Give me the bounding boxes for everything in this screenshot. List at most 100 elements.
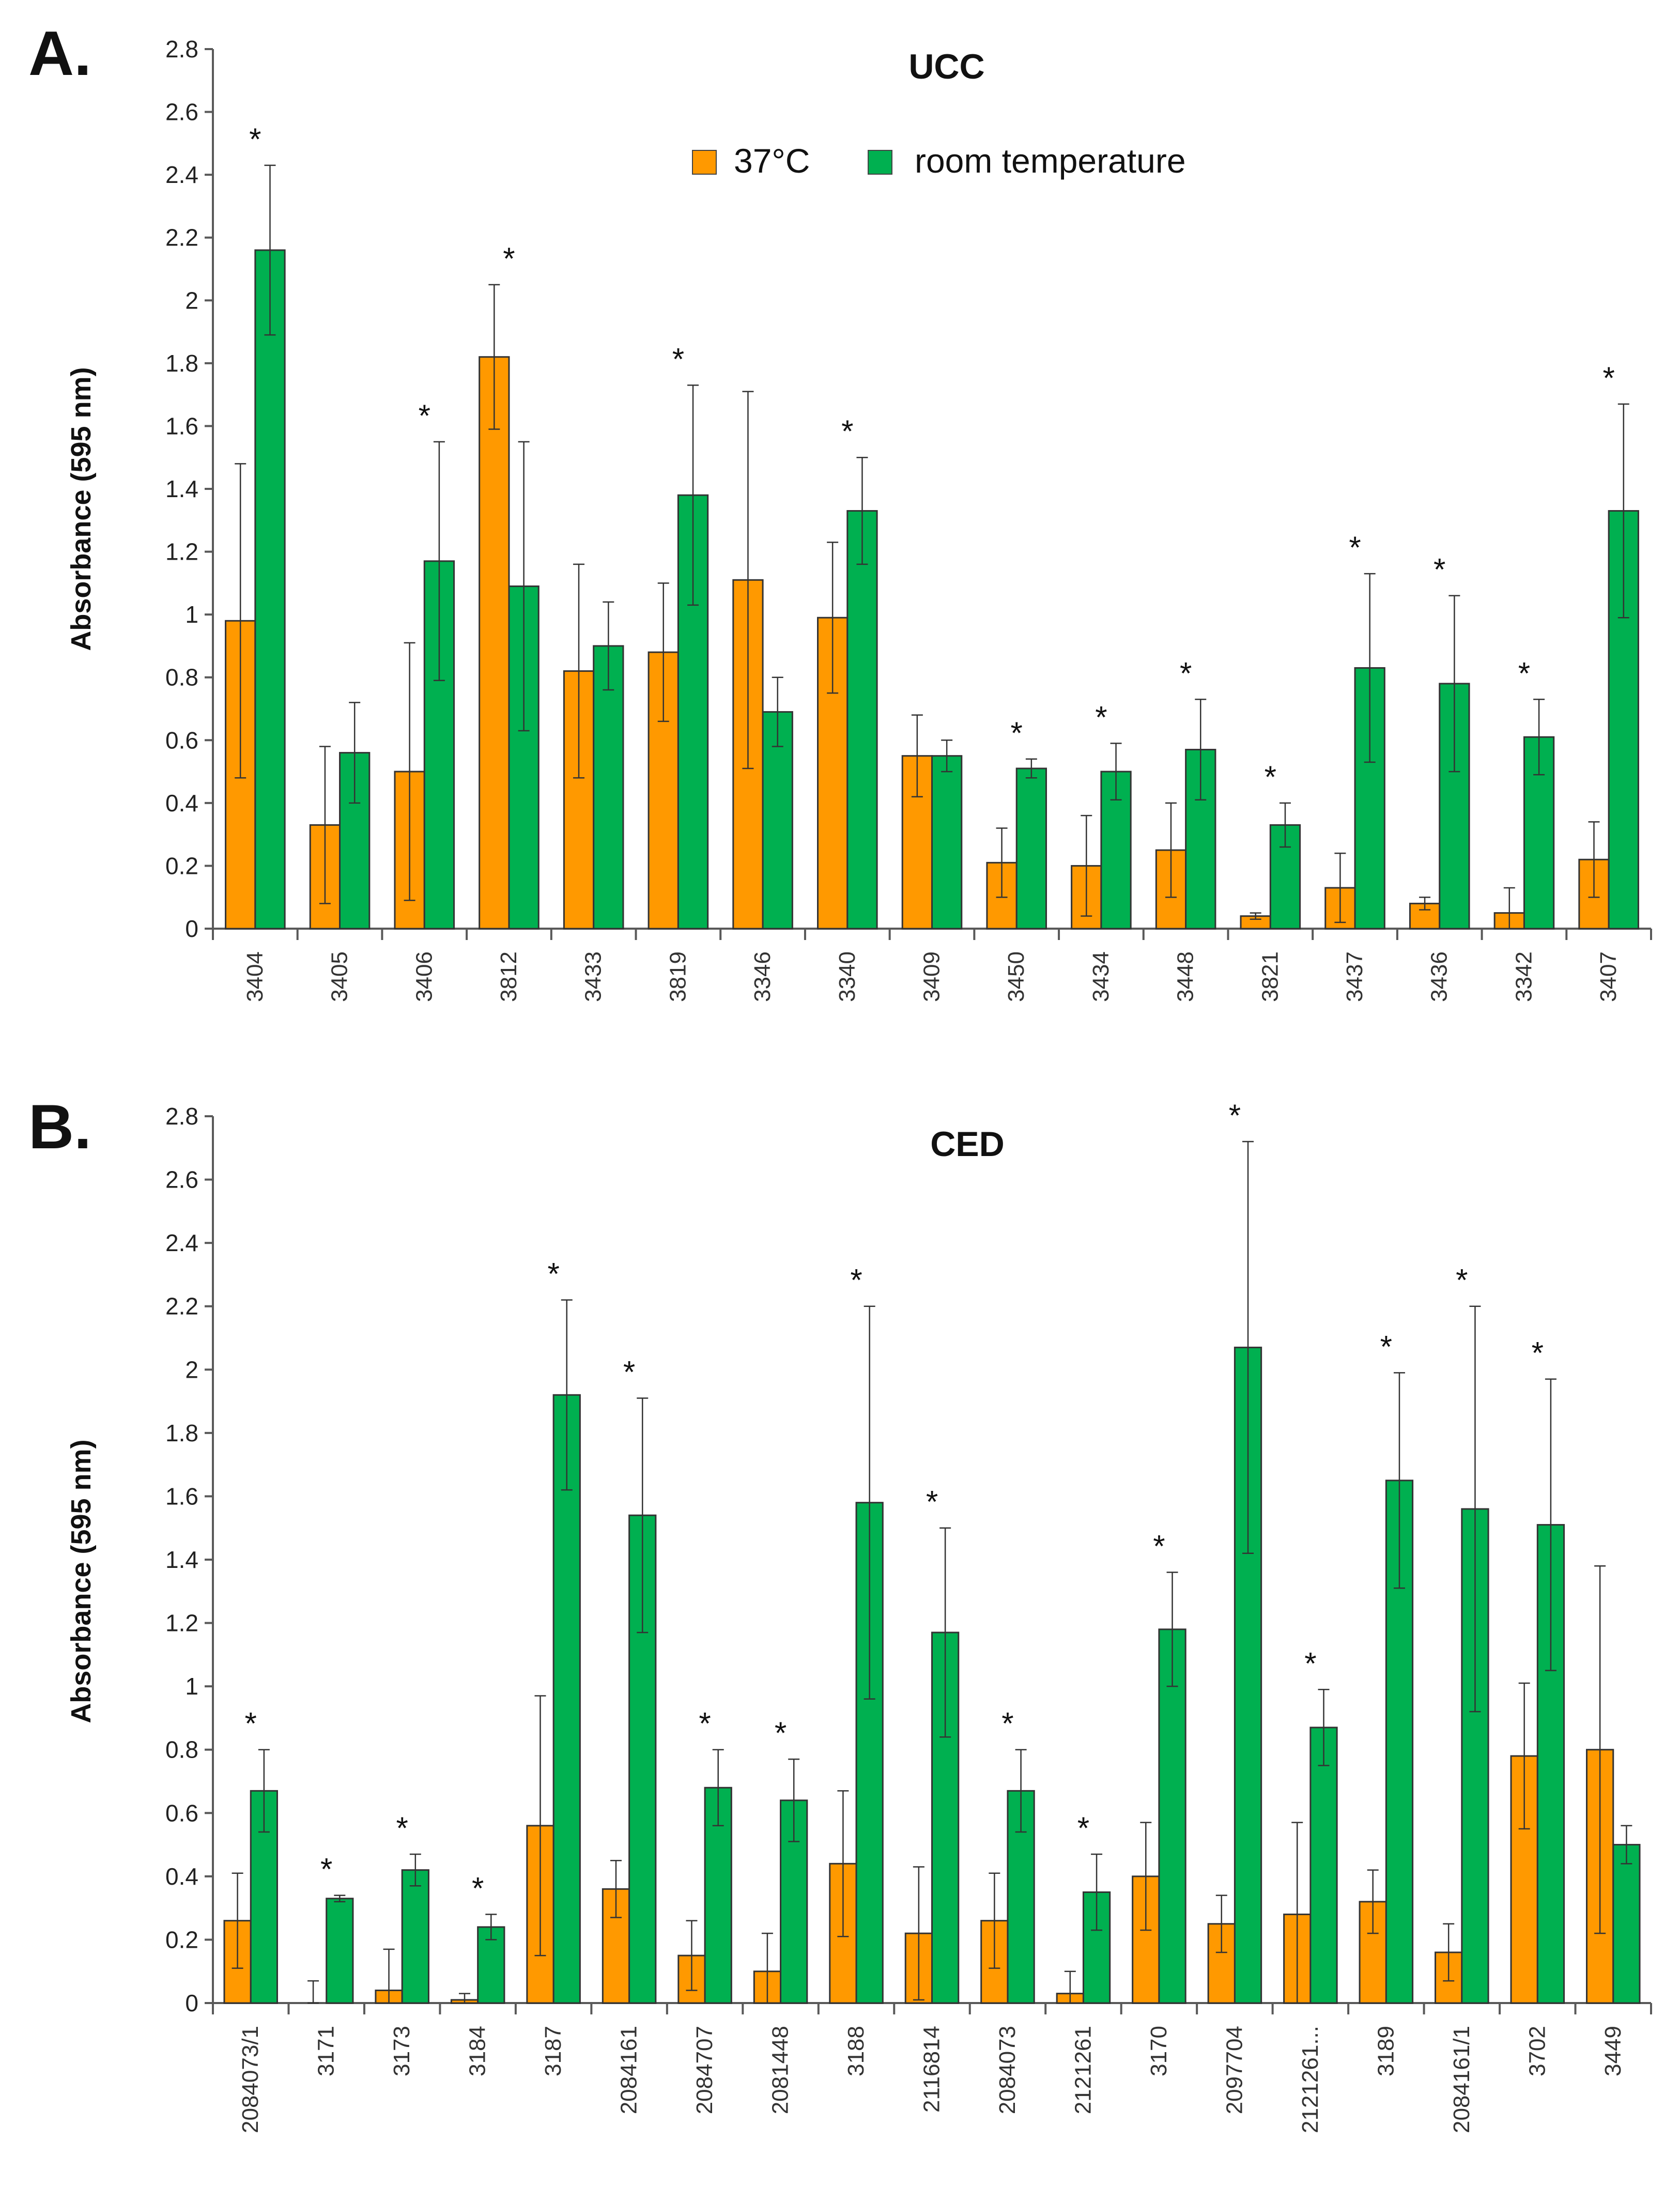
- chart-a-significance-star: *: [1349, 530, 1361, 565]
- chart-b-bar-room-temperature: [1158, 1628, 1186, 2004]
- panel-a-label: A.: [28, 18, 91, 88]
- chart-b-x-tick-label: 2084161: [616, 2026, 642, 2114]
- chart-b-x-tick-label: 2084073: [995, 2026, 1020, 2114]
- chart-b-x-tick-label: 3173: [389, 2026, 414, 2076]
- chart-a-y-tick-label: 1.4: [165, 475, 198, 502]
- chart-a-x-tick-label: 3340: [835, 951, 860, 1002]
- chart-b-significance-star: *: [926, 1485, 938, 1519]
- chart-b-x-tick-label: 3449: [1600, 2026, 1626, 2076]
- chart-a-y-tick-label: 0.2: [165, 852, 198, 879]
- chart-b-bar-room-temperature: [1309, 1727, 1338, 2004]
- chart-a-x-tick-label: 3436: [1427, 951, 1452, 1002]
- chart-a-significance-star: *: [841, 414, 853, 449]
- chart-a-bar-room-temperature: [762, 711, 793, 930]
- chart-a-x-tick-label: 3407: [1596, 951, 1621, 1002]
- chart-a-y-tick-label: 1.2: [165, 538, 198, 565]
- chart-b-y-tick-label: 2.6: [165, 1166, 198, 1193]
- chart-b-y-tick-label: 1.4: [165, 1546, 198, 1573]
- chart-b-significance-star: *: [1001, 1706, 1013, 1741]
- chart-a-y-tick-label: 0: [185, 915, 198, 942]
- chart-b-plot: 0 0.2 0.4 0.6 0.8 1 1.2 1.4 1.6 1.8 2 2.2 2.4 2.6 2.8 *…: [165, 1098, 1652, 2133]
- chart-b-x-tick-label: 2084707: [692, 2026, 717, 2114]
- legend-label-room-temperature: room temperature: [915, 142, 1186, 180]
- chart-b-significance-star: *: [1153, 1529, 1165, 1564]
- chart-a-significance-star: *: [1095, 700, 1107, 734]
- chart-b-significance-star: *: [1456, 1263, 1468, 1298]
- chart-a-x-tick-label: 3448: [1173, 951, 1198, 1002]
- chart-b-bar-room-temperature: [704, 1787, 732, 2004]
- chart-b-bar-room-temperature: [1082, 1891, 1111, 2004]
- chart-a-significance-star: *: [419, 398, 430, 433]
- chart-b-significance-star: *: [1077, 1811, 1089, 1845]
- chart-b-significance-star: *: [1304, 1646, 1316, 1681]
- chart-a-significance-star: *: [503, 241, 515, 276]
- chart-b-significance-star: *: [472, 1871, 484, 1905]
- chart-b-significance-star: *: [245, 1706, 257, 1741]
- chart-b-x-tick-label: 3171: [314, 2026, 339, 2076]
- chart-a-x-tick-label: 3409: [919, 951, 945, 1002]
- chart-a-x-tick-label: 3434: [1088, 951, 1114, 1002]
- panel-b-label: B.: [28, 1091, 91, 1162]
- chart-b-significance-star: *: [396, 1811, 408, 1845]
- chart-b-significance-star: *: [1229, 1098, 1241, 1133]
- chart-b-significance-star: *: [1380, 1329, 1392, 1364]
- chart-b-significance-star: *: [623, 1354, 635, 1389]
- chart-a-x-tick-label: 3819: [665, 951, 690, 1002]
- chart-a-plot: 0 0.2 0.4 0.6 0.8 1 1.2 1.4 1.6 1.8 2 2.2 2.4 2.6 2.8 *…: [165, 36, 1652, 1002]
- chart-a-significance-star: *: [1011, 716, 1023, 750]
- chart-a-bar-room-temperature: [593, 645, 624, 930]
- chart-a-y-tick-label: 0.6: [165, 727, 198, 753]
- chart-a-x-tick-label: 3405: [327, 951, 352, 1002]
- legend-label-37c: 37°C: [734, 142, 810, 180]
- chart-a-x-tick-label: 3450: [1004, 951, 1029, 1002]
- chart-b-bar-room-temperature: [552, 1394, 581, 2004]
- chart-b-x-tick-label: 2097704: [1222, 2026, 1247, 2114]
- chart-b-bar-room-temperature: [326, 1898, 354, 2004]
- legend-swatch-37c: [692, 150, 717, 175]
- chart-a-y-tick-label: 0.8: [165, 664, 198, 691]
- chart-b-significance-star: *: [699, 1706, 711, 1741]
- chart-a-x-tick-label: 3821: [1257, 951, 1283, 1002]
- chart-b-y-tick-label: 0.2: [165, 1926, 198, 1953]
- chart-b-x-tick-label: 2084161/1: [1449, 2026, 1474, 2133]
- chart-a-significance-star: *: [1265, 760, 1276, 794]
- chart-b-x-tick-label: 3187: [541, 2026, 566, 2076]
- chart-a-significance-star: *: [1434, 552, 1445, 587]
- panel-b-y-axis-label: Absorbance (595 nm): [66, 1439, 97, 1723]
- chart-a-x-tick-label: 3812: [496, 951, 521, 1002]
- chart-a-x-tick-label: 3342: [1511, 951, 1536, 1002]
- chart-b-x-tick-label: 3702: [1524, 2026, 1550, 2076]
- chart-b-y-tick-label: 1: [185, 1673, 198, 1700]
- panel-a-y-axis-label: Absorbance (595 nm): [66, 367, 97, 651]
- chart-a-x-tick-label: 3437: [1342, 951, 1367, 1002]
- chart-b-y-tick-label: 1.2: [165, 1610, 198, 1637]
- chart-b-y-tick-label: 2.4: [165, 1229, 198, 1256]
- chart-a-y-tick-label: 2: [185, 287, 198, 314]
- chart-b-x-tick-label: 3184: [465, 2026, 490, 2076]
- chart-a-significance-star: *: [1518, 656, 1530, 690]
- chart-a-bar-room-temperature: [1185, 749, 1216, 930]
- chart-b-y-tick-label: 0.4: [165, 1863, 198, 1890]
- chart-b-x-tick-label: 2116814: [919, 2026, 945, 2113]
- chart-b-bar-room-temperature: [1612, 1844, 1641, 2004]
- chart-a-significance-star: *: [672, 342, 684, 376]
- chart-b-significance-star: *: [775, 1716, 787, 1750]
- panel-b: B. CED Absorbance (595 nm) 0 0.2 0.4 0.6 0.8…: [28, 1091, 1652, 2133]
- chart-b-significance-star: *: [850, 1263, 862, 1298]
- chart-b-bar-room-temperature: [401, 1869, 429, 2004]
- chart-b-significance-star: *: [1532, 1336, 1544, 1371]
- chart-a-significance-star: *: [1180, 656, 1192, 690]
- chart-b-significance-star: *: [320, 1852, 332, 1887]
- chart-a-bar-room-temperature: [1015, 767, 1047, 930]
- chart-b-x-tick-label: 2084073/1: [238, 2026, 263, 2133]
- chart-a-y-tick-label: 2.8: [165, 36, 198, 63]
- chart-a-bar-room-temperature: [846, 510, 878, 930]
- legend: 37°C room temperature: [692, 142, 1186, 180]
- chart-a-significance-star: *: [1602, 361, 1614, 395]
- chart-a-bar-room-temperature: [931, 755, 963, 930]
- chart-b-y-tick-label: 1.6: [165, 1483, 198, 1510]
- chart-a-x-tick-label: 3406: [411, 951, 437, 1002]
- chart-b-y-tick-label: 2.2: [165, 1293, 198, 1320]
- chart-a-bar-37c: [479, 356, 510, 930]
- chart-b-y-tick-label: 0.6: [165, 1799, 198, 1826]
